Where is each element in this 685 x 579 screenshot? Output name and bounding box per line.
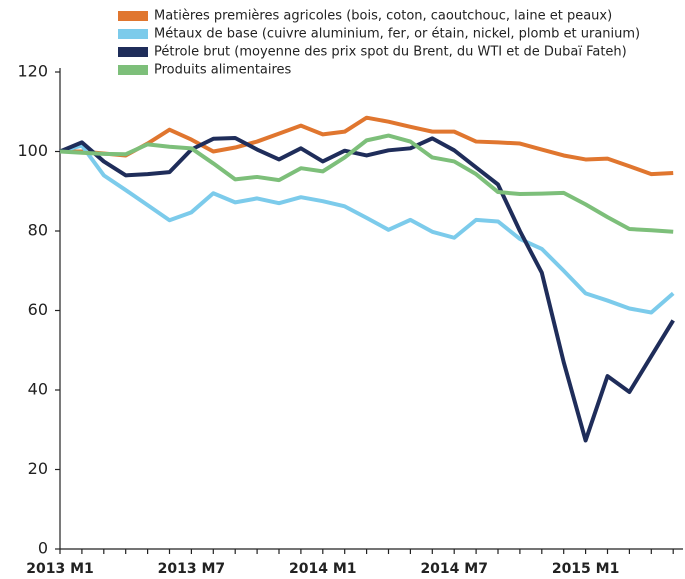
x-tick-label: 2014 M7 bbox=[420, 561, 488, 577]
y-tick-label: 120 bbox=[17, 62, 48, 81]
legend-swatch bbox=[118, 29, 148, 39]
y-tick-label: 60 bbox=[28, 300, 48, 319]
series-line bbox=[59, 133, 674, 234]
y-tick-label: 0 bbox=[38, 539, 48, 558]
series-line bbox=[60, 115, 674, 177]
legend-swatch bbox=[118, 65, 148, 75]
legend-label: Matières premières agricoles (bois, coto… bbox=[154, 9, 612, 24]
series-line bbox=[59, 135, 675, 443]
legend-label: Métaux de base (cuivre aluminium, fer, o… bbox=[154, 27, 640, 42]
x-tick-label: 2014 M1 bbox=[289, 561, 357, 577]
x-tick-label: 2013 M1 bbox=[26, 561, 94, 577]
y-tick-label: 20 bbox=[28, 459, 48, 478]
legend-label: Produits alimentaires bbox=[154, 63, 292, 78]
y-tick-label: 40 bbox=[28, 380, 48, 399]
series-line bbox=[59, 143, 675, 315]
x-tick-label: 2013 M7 bbox=[158, 561, 226, 577]
legend-swatch bbox=[118, 47, 148, 57]
legend-swatch bbox=[118, 11, 148, 21]
x-tick-label: 2015 M1 bbox=[552, 561, 620, 577]
y-tick-label: 80 bbox=[28, 221, 48, 240]
legend-label: Pétrole brut (moyenne des prix spot du B… bbox=[154, 45, 627, 60]
y-tick-label: 100 bbox=[17, 141, 48, 160]
